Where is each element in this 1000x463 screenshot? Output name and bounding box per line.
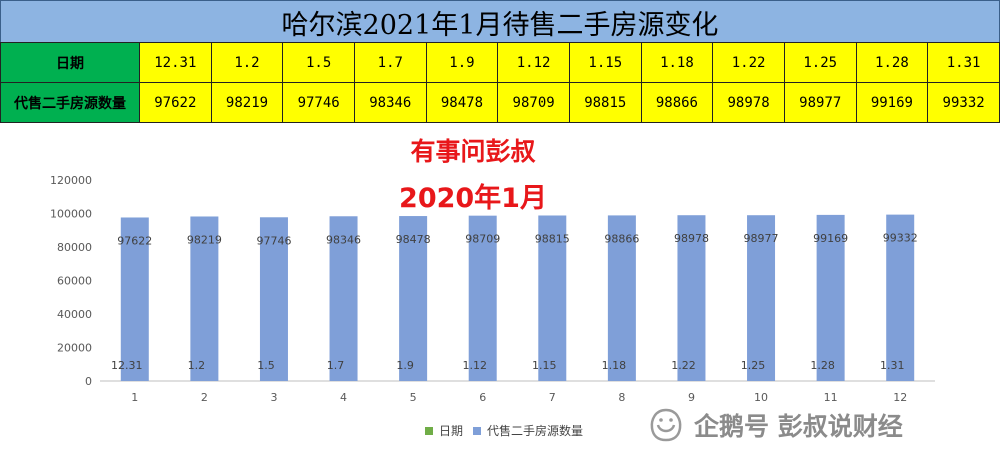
date-data-label: 1.15 xyxy=(532,359,557,372)
count-data-label: 98478 xyxy=(396,233,431,246)
date-data-label: 1.5 xyxy=(257,359,275,372)
count-data-label: 97622 xyxy=(117,234,152,247)
count-bar xyxy=(468,215,497,381)
count-cell: 99169 xyxy=(855,82,929,123)
count-cell: 97622 xyxy=(139,82,212,123)
date-cell: 1.9 xyxy=(425,42,499,83)
legend-swatch-date xyxy=(425,426,433,435)
date-data-label: 1.28 xyxy=(810,359,835,372)
row-header-count: 代售二手房源数量 xyxy=(0,82,140,123)
count-data-label: 98977 xyxy=(744,232,779,245)
date-cell: 1.22 xyxy=(712,42,785,83)
count-cell: 97746 xyxy=(282,82,355,123)
date-cell: 1.12 xyxy=(497,42,570,83)
penguin-icon xyxy=(650,408,682,442)
count-data-label: 99169 xyxy=(813,232,848,245)
count-cell: 98346 xyxy=(353,82,427,123)
y-tick-label: 60000 xyxy=(57,275,92,288)
title-bar: 哈尔滨2021年1月待售二手房源变化 xyxy=(0,0,1000,44)
y-tick-label: 120000 xyxy=(50,174,92,187)
legend-label-date: 日期 xyxy=(439,424,464,438)
y-tick-label: 100000 xyxy=(50,208,92,221)
page-title: 哈尔滨2021年1月待售二手房源变化 xyxy=(281,9,719,41)
x-tick-label: 12 xyxy=(893,391,907,404)
count-bar xyxy=(886,214,915,381)
date-cell: 12.31 xyxy=(139,42,212,83)
count-bar xyxy=(538,215,567,381)
count-cell: 98815 xyxy=(568,82,642,123)
count-bar xyxy=(399,216,428,381)
legend-swatch-count xyxy=(473,426,482,435)
count-cell: 99332 xyxy=(927,82,1000,123)
count-cell: 98977 xyxy=(783,82,857,123)
x-tick-label: 5 xyxy=(410,391,417,404)
count-data-label: 97746 xyxy=(256,234,291,247)
date-row: 日期 12.31 1.2 1.5 1.7 1.9 1.12 1.15 1.18 1.22 1.25… xyxy=(0,42,1000,83)
row-header-date: 日期 xyxy=(0,42,140,83)
count-data-label: 98219 xyxy=(187,233,222,246)
y-tick-label: 20000 xyxy=(57,342,92,355)
y-tick-label: 40000 xyxy=(57,308,92,321)
y-tick-label: 80000 xyxy=(57,241,92,254)
count-data-label: 98346 xyxy=(326,233,361,246)
date-data-label: 12.31 xyxy=(111,359,143,372)
chart-legend: 日期 代售二手房源数量 xyxy=(425,422,583,439)
data-table: 日期 12.31 1.2 1.5 1.7 1.9 1.12 1.15 1.18 1.22 1.25… xyxy=(0,42,1000,123)
count-data-label: 98815 xyxy=(535,232,570,245)
count-cell: 98866 xyxy=(640,82,714,123)
x-tick-label: 2 xyxy=(201,391,208,404)
count-cell: 98478 xyxy=(425,82,499,123)
x-tick-label: 4 xyxy=(340,391,347,404)
watermark-line-2: 2020年1月 xyxy=(399,183,547,214)
x-tick-label: 3 xyxy=(270,391,277,404)
x-tick-label: 6 xyxy=(479,391,486,404)
date-cell: 1.18 xyxy=(640,42,714,83)
x-tick-label: 1 xyxy=(131,391,138,404)
date-data-label: 1.9 xyxy=(396,359,414,372)
date-cell: 1.15 xyxy=(568,42,642,83)
count-bar xyxy=(607,215,636,381)
date-cell: 1.2 xyxy=(210,42,284,83)
count-bar xyxy=(190,216,219,381)
count-bar xyxy=(747,215,776,381)
chart-area: 0 20000 40000 60000 80000 100000 120000 97622 12… xyxy=(0,125,1000,463)
watermark-line-1: 有事问彭叔 xyxy=(410,137,536,166)
brand-watermark: 企鹅号 彭叔说财经 xyxy=(646,407,903,443)
count-bar xyxy=(677,215,706,381)
y-tick-label: 0 xyxy=(85,375,92,388)
brand-text: 企鹅号 彭叔说财经 xyxy=(694,412,903,441)
count-bar xyxy=(120,217,149,381)
date-cell: 1.25 xyxy=(783,42,857,83)
count-data-label: 98709 xyxy=(465,233,500,246)
count-cell: 98219 xyxy=(210,82,284,123)
x-tick-label: 10 xyxy=(754,391,768,404)
legend-label-count: 代售二手房源数量 xyxy=(487,424,584,438)
x-tick-label: 9 xyxy=(688,391,695,404)
count-bar xyxy=(259,217,288,381)
count-data-label: 98866 xyxy=(604,232,639,245)
count-row: 代售二手房源数量 97622 98219 97746 98346 98478 98709 9… xyxy=(0,82,1000,123)
date-data-label: 1.18 xyxy=(602,359,627,372)
date-data-label: 1.12 xyxy=(462,359,487,372)
x-tick-label: 11 xyxy=(824,391,838,404)
date-data-label: 1.22 xyxy=(671,359,696,372)
date-data-label: 1.7 xyxy=(327,359,345,372)
count-bar xyxy=(816,214,845,381)
count-bar xyxy=(329,216,358,381)
date-data-label: 1.31 xyxy=(880,359,905,372)
count-cell: 98978 xyxy=(712,82,785,123)
x-tick-label: 8 xyxy=(618,391,625,404)
x-tick-label: 7 xyxy=(549,391,556,404)
bar-chart: 0200004000060000800001000001200009762212… xyxy=(50,174,935,404)
count-data-label: 99332 xyxy=(883,232,918,245)
date-cell: 1.28 xyxy=(855,42,929,83)
date-cell: 1.31 xyxy=(927,42,1000,83)
count-cell: 98709 xyxy=(497,82,570,123)
date-cell: 1.5 xyxy=(282,42,355,83)
date-data-label: 1.25 xyxy=(741,359,766,372)
count-data-label: 98978 xyxy=(674,232,709,245)
date-data-label: 1.2 xyxy=(188,359,206,372)
date-cell: 1.7 xyxy=(353,42,427,83)
